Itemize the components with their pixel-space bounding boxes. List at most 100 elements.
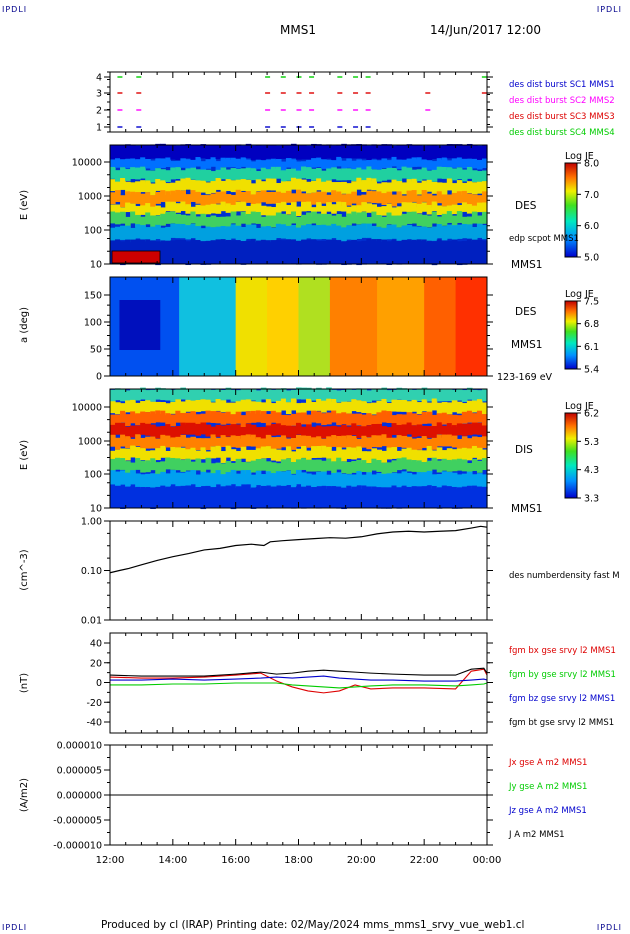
des-energy-cell [466,224,473,239]
dis-energy-cell [265,434,272,447]
dis-energy-cell [250,388,257,401]
dis-energy-cell [185,399,192,412]
dis-energy-cell [260,485,267,508]
dis-energy-cell [311,474,317,489]
des-energy-cell [396,206,403,216]
des-energy-cell [265,240,272,265]
des-energy-cell [115,212,121,225]
dis-energy-cell [290,474,297,489]
des-energy-cell [115,226,121,242]
des-energy-cell [341,160,347,171]
des-energy-cell [436,191,443,204]
dis-energy-cell [170,401,176,414]
des-energy-cell [160,158,166,169]
des-energy-cell [275,191,282,204]
des-energy-cell [466,143,473,159]
dis-energy-cell [446,423,453,435]
dis-energy-cell [431,485,438,508]
dis-energy-cell [396,487,403,509]
des-energy-cell [255,171,262,183]
dis-energy-cell [381,487,388,509]
dis-energy-cell [361,474,367,489]
dis-energy-cell [230,389,237,402]
dis-energy-cell [195,414,202,427]
des-energy-cell [456,205,463,215]
dis-energy-cell [316,425,322,438]
magnetic-frame [109,632,488,734]
des-energy-cell [326,202,332,212]
des-energy-cell [301,214,307,227]
dis-energy-cell [200,422,207,435]
dis-energy-cell [441,425,448,438]
des-pitch-sc-label: MMS1 [511,339,542,351]
des-energy-cell [205,182,212,195]
des-energy-cell [170,201,176,212]
des-energy-cell [421,214,428,227]
des-energy-cell [175,239,181,264]
dis-energy-cell [240,435,247,448]
des-energy-cell [225,203,232,213]
des-energy-cell [160,169,166,182]
des-energy-cell [135,192,141,204]
dis-energy-cell [150,401,156,414]
des-energy-cell [115,190,121,202]
des-energy-cell [346,158,352,168]
des-energy-cell [285,239,292,264]
des-energy-cell [446,160,453,170]
des-energy-cell [381,239,388,264]
des-energy-cell [421,167,428,180]
des-energy-cell [426,215,433,228]
dis-energy-cell [110,424,116,437]
des-energy-cell [275,212,282,225]
des-energy-cell [285,190,292,203]
des-energy-cell [361,160,367,170]
des-energy-cell [150,206,156,217]
des-energy-cell [376,191,383,204]
des-energy-cell [180,223,186,239]
des-energy-cell [311,239,317,264]
des-energy-cell [230,194,237,207]
dis-energy-cell [341,401,347,414]
dis-energy-cell [331,398,337,411]
dis-energy-cell [456,487,463,509]
des-energy-cell [270,227,277,243]
dis-energy-cell [301,412,307,425]
des-energy-cell [140,225,146,240]
des-energy-cell [295,227,302,242]
dis-energy-cell [225,445,232,458]
des-energy-cell [110,166,116,179]
dis-energy-cell [255,458,262,471]
dis-energy-cell [170,485,176,508]
dis-energy-cell [326,412,332,425]
dis-energy-cell [396,414,403,427]
dis-energy-cell [155,401,161,414]
des-energy-cell [255,145,262,160]
des-energy-cell [371,204,378,214]
des-energy-cell [135,167,141,180]
dis-energy-cell [346,426,352,439]
dis-energy-cell [295,412,302,425]
dis-energy-cell [180,434,186,447]
dis-energy-cell [210,411,217,423]
dis-energy-cell [115,486,121,508]
dis-energy-cell [145,473,151,489]
dis-energy-cell [306,473,312,488]
dis-energy-cell [376,435,383,448]
des-energy-cell [416,239,423,264]
des-energy-cell [351,181,357,194]
dis-energy-cell [270,423,277,436]
dis-energy-cell [376,412,383,425]
des-energy-cell [461,202,468,212]
dis-energy-cell [125,400,131,413]
dis-energy-cell [205,399,212,412]
dis-energy-cell [416,414,423,427]
des-energy-cell [160,207,166,217]
des-energy-cell [466,158,473,169]
des-energy-cell [295,189,302,202]
dis-energy-cell [195,423,202,436]
dis-energy-cell [331,450,337,463]
des-energy-cell [235,158,242,169]
des-energy-cell [240,168,247,181]
des-energy-cell [331,223,337,239]
des-energy-cell [401,159,408,170]
